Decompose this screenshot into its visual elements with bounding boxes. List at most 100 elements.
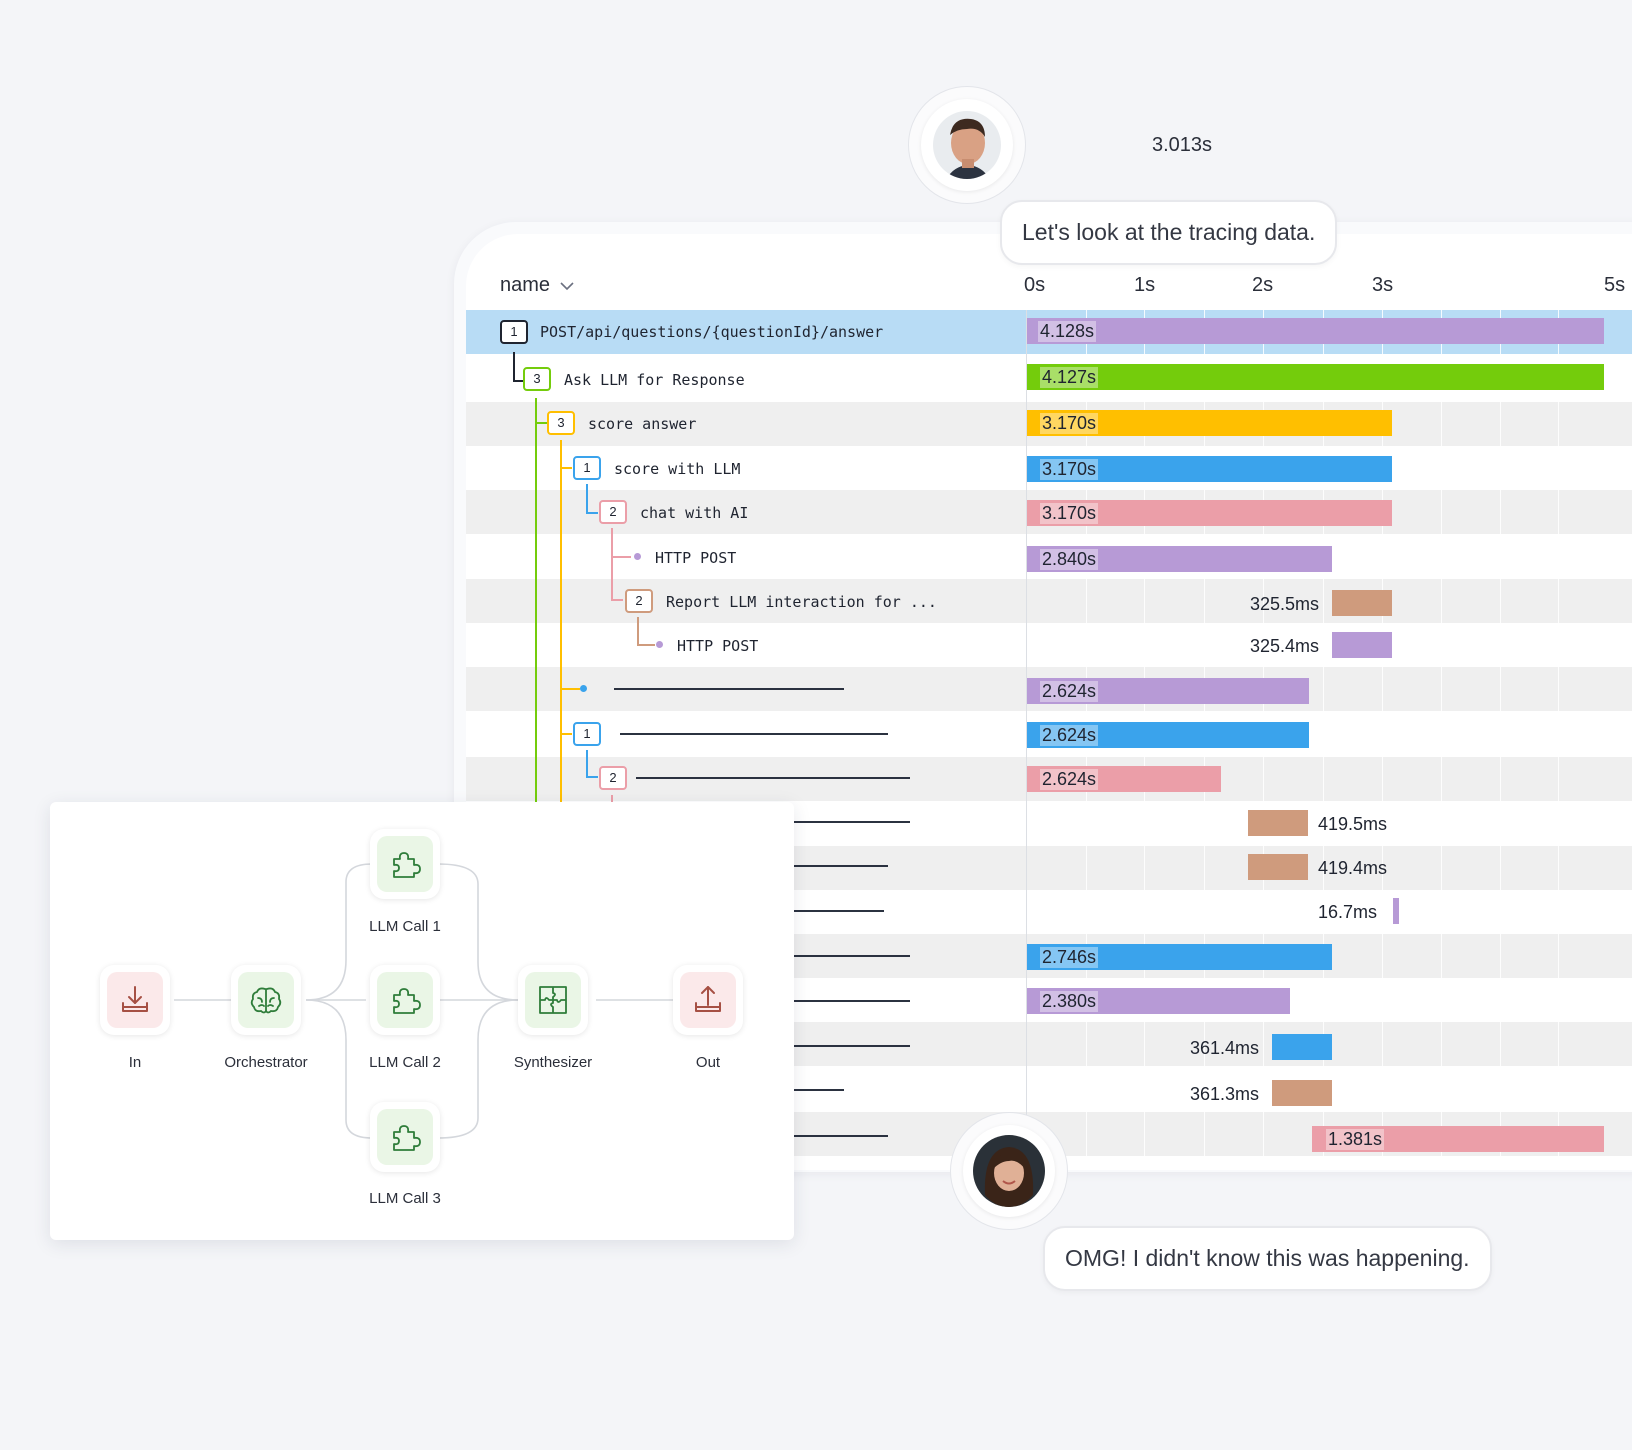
child-count-badge[interactable]: 2 — [625, 589, 653, 613]
span-bar[interactable] — [1027, 410, 1392, 436]
span-bar[interactable] — [1272, 1080, 1332, 1106]
timeline-gridline — [1323, 310, 1324, 1158]
child-count-badge[interactable]: 3 — [523, 367, 551, 391]
child-count-badge[interactable]: 1 — [573, 722, 601, 746]
chevron-down-icon[interactable] — [560, 281, 574, 291]
span-bar[interactable] — [1332, 632, 1392, 658]
span-name[interactable]: chat with AI — [640, 504, 749, 522]
node-llm-call-3[interactable] — [370, 1102, 440, 1172]
span-name[interactable]: HTTP POST — [677, 637, 759, 655]
span-duration: 2.840s — [1040, 549, 1099, 570]
redacted-span-name — [794, 955, 910, 957]
span-name[interactable]: Ask LLM for Response — [564, 371, 745, 389]
span-bar[interactable] — [1027, 678, 1309, 704]
span-name[interactable]: POST/api/questions/{questionId}/answer — [540, 323, 884, 341]
span-duration: 2.624s — [1040, 725, 1099, 746]
puzzle-grid-icon — [539, 986, 567, 1014]
node-llm-call-1[interactable] — [370, 829, 440, 899]
redacted-span-name — [794, 1089, 844, 1091]
span-bar[interactable] — [1272, 1034, 1332, 1060]
span-name[interactable]: score with LLM — [614, 460, 741, 478]
person-avatar-icon — [933, 111, 1001, 179]
redacted-span-name — [794, 1045, 910, 1047]
tree-connector — [611, 556, 631, 558]
node-orchestrator[interactable] — [231, 965, 301, 1035]
avatar-female — [950, 1112, 1068, 1230]
span-bar[interactable] — [1027, 500, 1392, 526]
span-bar[interactable] — [1027, 456, 1392, 482]
workflow-connectors — [174, 863, 674, 1139]
node-label: Synthesizer — [513, 1054, 593, 1071]
node-label: Out — [695, 1054, 721, 1071]
tree-connector — [513, 352, 515, 382]
span-bar[interactable] — [1312, 1126, 1604, 1152]
tick-label: 5s — [1604, 274, 1626, 296]
span-duration: 3.170s — [1040, 413, 1099, 434]
node-synthesizer[interactable] — [518, 965, 588, 1035]
span-bar[interactable] — [1332, 590, 1392, 616]
span-bar[interactable] — [1027, 944, 1332, 970]
span-duration: 2.624s — [1040, 769, 1099, 790]
speech-bubble: Let's look at the tracing data. — [1000, 200, 1338, 265]
tick-label: 3s — [1372, 274, 1394, 296]
child-count-badge[interactable]: 1 — [500, 320, 528, 344]
tree-connector — [535, 422, 547, 424]
span-bar[interactable] — [1248, 810, 1308, 836]
timeline-gridline — [1558, 310, 1559, 1158]
span-name[interactable]: HTTP POST — [655, 549, 737, 567]
node-in[interactable] — [100, 965, 170, 1035]
redacted-span-name — [636, 777, 910, 779]
span-name[interactable]: Report LLM interaction for ... — [666, 593, 937, 611]
span-name[interactable]: score answer — [588, 415, 697, 433]
span-duration: 4.128s — [1038, 321, 1097, 342]
redacted-span-name — [614, 688, 844, 690]
child-count-badge[interactable]: 1 — [573, 456, 601, 480]
leaf-dot — [634, 553, 641, 560]
span-duration: 16.7ms — [1318, 902, 1378, 922]
redacted-span-name — [620, 733, 888, 735]
span-duration: 2.746s — [1040, 947, 1099, 968]
person-avatar-icon — [973, 1135, 1045, 1207]
span-duration: 419.5ms — [1318, 814, 1388, 834]
redacted-span-name — [794, 1000, 910, 1002]
span-bar[interactable] — [1027, 364, 1604, 390]
tree-connector — [560, 467, 572, 469]
redacted-span-name — [794, 1135, 888, 1137]
span-duration: 325.4ms — [1250, 636, 1320, 656]
span-duration: 361.4ms — [1190, 1038, 1260, 1058]
child-count-badge[interactable]: 3 — [547, 411, 575, 435]
tick-label: 0s — [1024, 274, 1046, 296]
node-label: Orchestrator — [224, 1054, 308, 1071]
node-label: In — [128, 1054, 142, 1071]
span-bar[interactable] — [1027, 318, 1604, 344]
puzzle-icon — [393, 1125, 421, 1151]
tree-connector — [535, 398, 537, 802]
timeline-gridline — [1500, 310, 1501, 1158]
tree-connector — [513, 380, 523, 382]
span-duration: 4.127s — [1040, 367, 1099, 388]
tree-connector — [560, 440, 562, 802]
span-duration: 419.4ms — [1318, 858, 1388, 878]
trace-row[interactable] — [466, 579, 1632, 623]
name-column-header[interactable]: name — [500, 274, 551, 296]
span-bar[interactable] — [1027, 722, 1309, 748]
timeline-gridline — [1441, 310, 1442, 1158]
tree-connector — [611, 795, 613, 805]
tree-connector — [586, 484, 588, 514]
span-bar[interactable] — [1027, 766, 1221, 792]
node-llm-call-2[interactable] — [370, 965, 440, 1035]
leaf-dot — [656, 641, 663, 648]
timeline-gridline — [1026, 310, 1027, 1158]
puzzle-icon — [393, 852, 421, 878]
span-duration: 3.170s — [1040, 459, 1099, 480]
span-duration: 2.380s — [1040, 991, 1099, 1012]
span-bar[interactable] — [1393, 898, 1399, 924]
span-bar[interactable] — [1248, 854, 1308, 880]
node-out[interactable] — [673, 965, 743, 1035]
child-count-badge[interactable]: 2 — [599, 766, 627, 790]
span-bar[interactable] — [1027, 546, 1332, 572]
upload-tray-icon — [695, 986, 721, 1012]
child-count-badge[interactable]: 2 — [599, 500, 627, 524]
span-duration: 1.381s — [1326, 1129, 1385, 1150]
span-bar[interactable] — [1027, 988, 1290, 1014]
